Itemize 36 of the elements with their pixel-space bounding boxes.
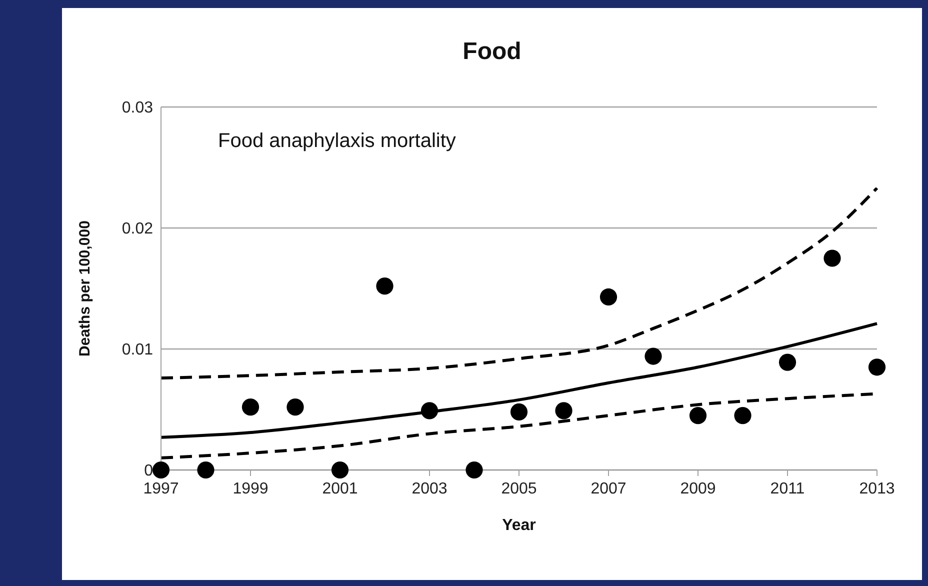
point [376, 278, 394, 295]
point [331, 461, 349, 479]
point [152, 461, 170, 479]
point [689, 407, 707, 424]
x-axis-title: Year [502, 517, 536, 534]
y-tick-label: 0 [144, 462, 154, 480]
x-tick-label: 2011 [770, 480, 805, 498]
annotation: Food anaphylaxis mortality [218, 130, 456, 153]
x-tick-label: 1997 [143, 480, 179, 498]
point [778, 354, 796, 371]
point [286, 398, 304, 416]
line-series [160, 322, 878, 439]
y-tick-label: 0.02 [122, 220, 154, 238]
line-series [160, 186, 878, 380]
point [420, 402, 438, 420]
y-axis-title: Deaths per 100,000 [76, 220, 94, 356]
point [824, 250, 841, 267]
x-tick-label: 2007 [590, 480, 626, 498]
point [868, 358, 886, 376]
point [600, 288, 618, 306]
x-tick-label: 1999 [232, 480, 268, 498]
y-tick-label: 0.01 [122, 342, 154, 359]
x-tick-label: 2005 [501, 480, 537, 498]
point [644, 348, 662, 365]
chart-title: Food [462, 38, 522, 66]
x-tick-label: 2001 [322, 480, 358, 498]
point [197, 461, 214, 479]
x-tick-label: 2009 [680, 480, 716, 498]
point [555, 402, 572, 420]
point [734, 407, 752, 424]
y-tick-label: 0.03 [122, 100, 154, 117]
point [510, 403, 528, 420]
point [242, 398, 260, 416]
point [466, 461, 483, 479]
x-tick-label: 2003 [412, 480, 448, 498]
x-tick-label: 2013 [859, 480, 895, 498]
